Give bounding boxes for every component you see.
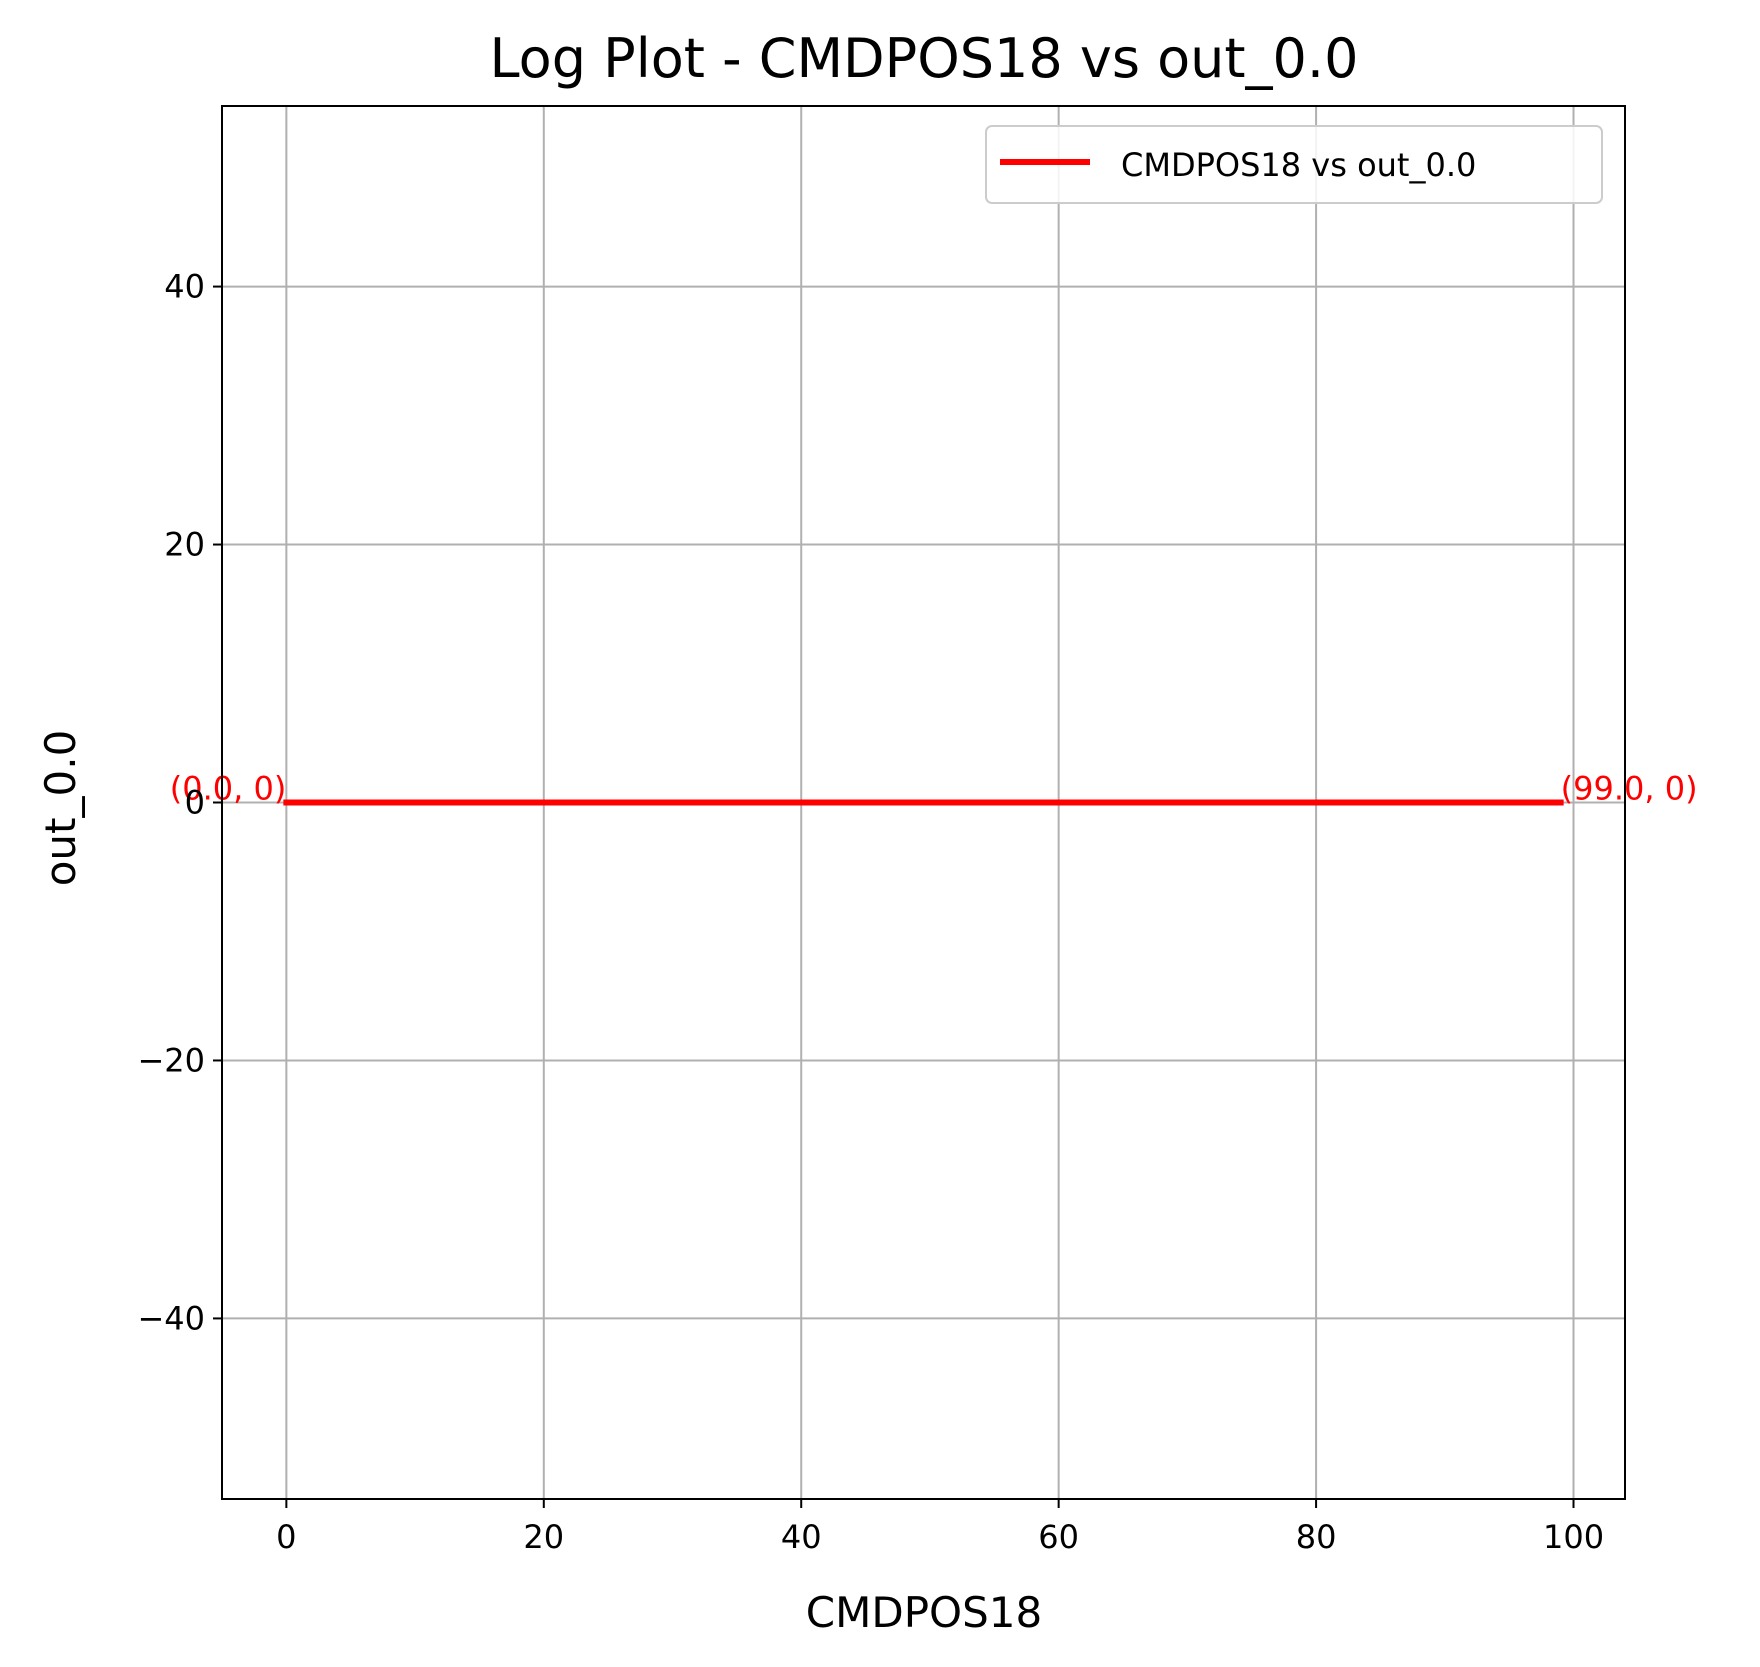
legend-label: CMDPOS18 vs out_0.0 (1121, 146, 1476, 184)
y-axis-label: out_0.0 (36, 730, 85, 887)
point-annotations: (0.0, 0) (99.0, 0) (170, 770, 1698, 808)
y-tick-label: 20 (164, 526, 205, 564)
y-tick-label: −20 (137, 1041, 205, 1079)
legend: CMDPOS18 vs out_0.0 (985, 125, 1603, 204)
x-axis-ticks: 0 20 40 60 80 100 (276, 1499, 1604, 1556)
y-axis-ticks: −40 −20 0 20 40 (137, 268, 222, 1337)
x-tick-label: 40 (781, 1518, 822, 1556)
point-annotation-label: (0.0, 0) (170, 770, 287, 808)
x-tick-label: 20 (523, 1518, 564, 1556)
chart-title: Log Plot - CMDPOS18 vs out_0.0 (490, 27, 1359, 90)
point-annotation-label: (99.0, 0) (1561, 770, 1698, 808)
y-tick-label: −40 (137, 1299, 205, 1337)
legend-box (985, 125, 1603, 204)
x-tick-label: 0 (276, 1518, 296, 1556)
x-axis-label: CMDPOS18 (806, 1588, 1042, 1637)
x-tick-label: 60 (1038, 1518, 1079, 1556)
x-tick-label: 80 (1296, 1518, 1337, 1556)
x-tick-label: 100 (1543, 1518, 1604, 1556)
y-tick-label: 0 (185, 784, 205, 822)
y-tick-label: 40 (164, 268, 205, 306)
